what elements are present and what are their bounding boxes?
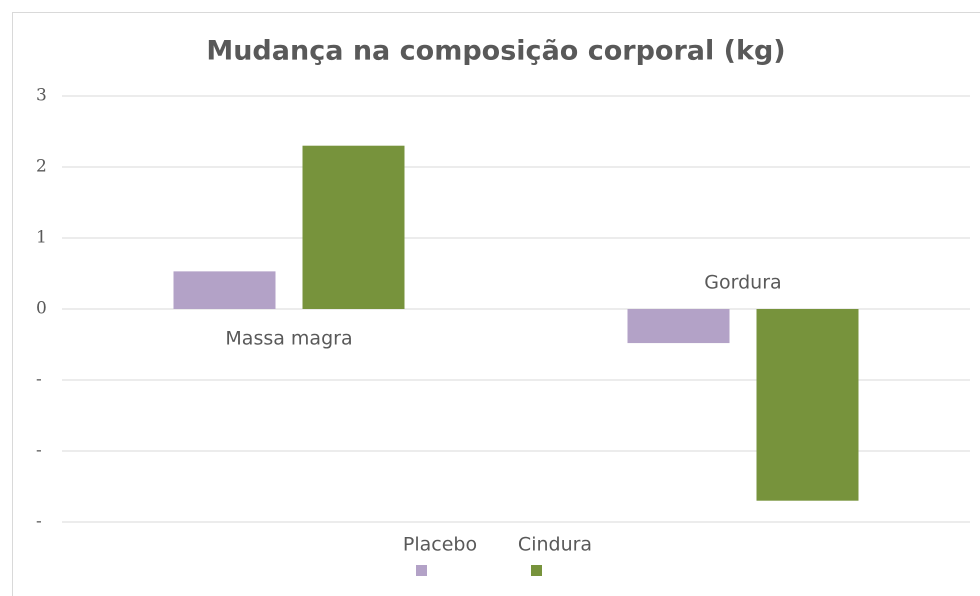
y-tick-label: 0: [36, 299, 47, 319]
y-tick-label: 2: [36, 157, 47, 177]
legend-label: Cindura: [518, 534, 592, 556]
bar: [173, 271, 276, 309]
bar: [627, 309, 730, 344]
chart-border: [12, 12, 980, 596]
x-tick-label: Massa magra: [225, 328, 352, 350]
chart-title: Mudança na composição corporal (kg): [206, 36, 785, 67]
bar: [302, 145, 405, 309]
y-tick-label: -: [36, 370, 42, 390]
y-tick-label: -: [36, 441, 42, 461]
legend-label: Placebo: [403, 534, 477, 556]
y-tick-label: 3: [36, 86, 47, 106]
x-tick-label: Gordura: [704, 272, 781, 294]
legend-swatch: [531, 565, 542, 576]
y-tick-label: 1: [36, 228, 47, 248]
y-tick-label: -: [36, 512, 42, 532]
bar: [756, 309, 859, 501]
legend-swatch: [416, 565, 427, 576]
